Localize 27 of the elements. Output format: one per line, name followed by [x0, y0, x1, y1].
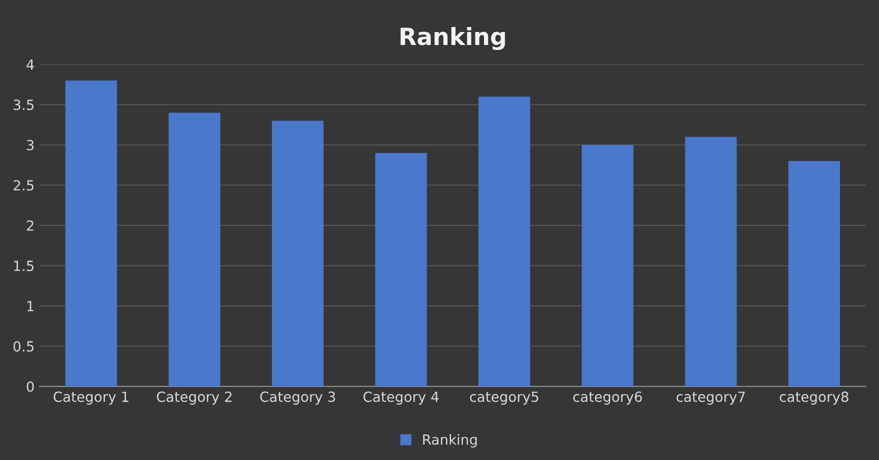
y-tick-label: 4 [26, 60, 34, 70]
bar [582, 144, 634, 386]
y-tick-label: 1.5 [14, 260, 34, 272]
x-tick-label: category7 [676, 392, 745, 405]
y-tick-label: 1 [27, 301, 34, 312]
x-tick-label: category5 [470, 392, 538, 405]
bar [168, 112, 220, 386]
bar [478, 96, 530, 386]
y-tick-label: 3.5 [14, 100, 34, 110]
y-tick-label: 2.5 [14, 180, 34, 191]
bar [685, 136, 737, 386]
bar [375, 152, 427, 386]
x-tick-label: category8 [780, 392, 848, 405]
x-tick-label: Category 1 [54, 392, 128, 405]
y-tick-label: 0.5 [14, 341, 34, 352]
x-tick-label: category6 [573, 392, 642, 405]
chart-title: Ranking [400, 27, 505, 50]
bar [272, 120, 324, 386]
y-tick-label: 3 [26, 140, 34, 150]
bar [65, 80, 118, 386]
x-tick-label: Category 3 [260, 392, 335, 405]
x-tick-label: Category 4 [363, 392, 439, 405]
x-tick-label: Category 2 [156, 392, 232, 405]
legend-label: Ranking [423, 434, 477, 448]
y-tick-label: 0 [26, 381, 34, 392]
bar [788, 161, 840, 386]
y-tick-label: 2 [26, 220, 34, 231]
